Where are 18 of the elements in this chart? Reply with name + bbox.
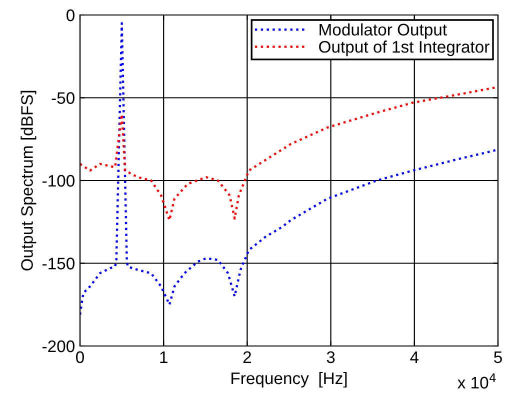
x-tick-label: 5 xyxy=(494,351,502,364)
legend-label: Output of 1st Integrator xyxy=(319,40,490,56)
y-tick-label: -50 xyxy=(52,92,74,104)
y-tick-label: -150 xyxy=(42,258,74,270)
legend-label: Modulator Output xyxy=(320,23,447,39)
text: x 10$^{4}$ xyxy=(458,374,496,389)
x-tick-label: 2 xyxy=(243,351,251,363)
y-tick-label: -200 xyxy=(42,340,74,352)
y-tick-label: -100 xyxy=(42,174,74,187)
line-series xyxy=(80,22,498,316)
x-tick-label: 4 xyxy=(410,351,419,363)
line-series xyxy=(80,85,498,222)
y-tick-label: 0 xyxy=(66,9,74,22)
x-axis-title: Frequency [Hz] xyxy=(232,372,347,388)
x-tick-label: 1 xyxy=(160,351,168,363)
y-axis-title: Output Spectrum [dBFS] xyxy=(20,90,36,270)
x-tick-label: 0 xyxy=(76,351,84,364)
x-tick-label: 3 xyxy=(326,351,335,364)
